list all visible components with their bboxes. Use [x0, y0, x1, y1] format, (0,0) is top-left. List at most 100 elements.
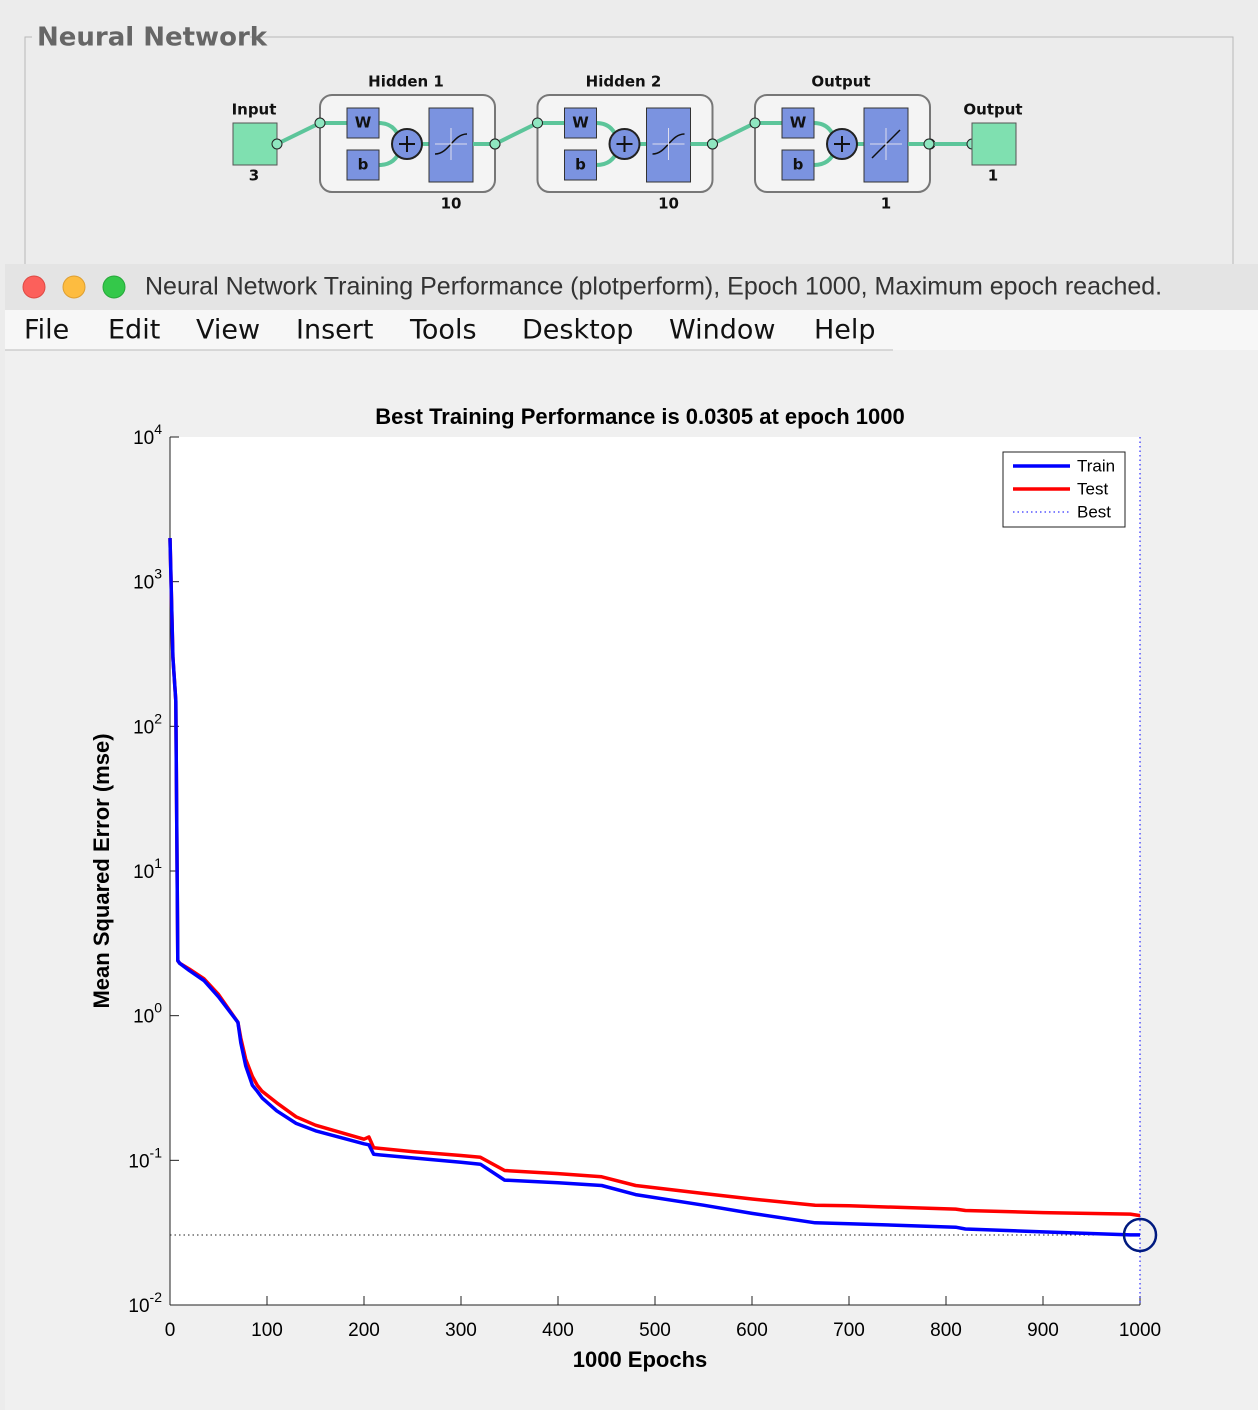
layer-size: 1 — [881, 195, 891, 213]
node-dot — [532, 117, 543, 129]
x-tick-label: 700 — [833, 1320, 865, 1341]
tick-base: 10 — [133, 428, 154, 449]
plus-sign — [834, 136, 850, 152]
connector — [711, 121, 756, 146]
weight-label: W — [572, 114, 589, 132]
connector — [276, 121, 321, 146]
x-tick-label: 200 — [348, 1320, 380, 1341]
output-box — [971, 122, 1017, 166]
y-tick-label: 104 — [133, 421, 162, 449]
node-dot — [271, 138, 283, 150]
weight-box — [564, 107, 597, 139]
input-size: 3 — [249, 167, 259, 185]
menu-item[interactable]: Window — [669, 315, 775, 346]
layer-label: Output — [811, 73, 870, 91]
tick-base: 10 — [133, 1007, 154, 1028]
tick-base: 10 — [128, 1151, 149, 1172]
transfer-axes — [870, 128, 902, 160]
bias-label: b — [358, 156, 369, 174]
x-tick-label: 400 — [542, 1320, 574, 1341]
menu-bar — [5, 310, 1258, 350]
y-tick-label: 101 — [133, 855, 162, 883]
tick-exponent: 4 — [154, 421, 162, 437]
zoom-button[interactable] — [102, 275, 126, 299]
tick-base: 10 — [133, 573, 154, 594]
legend-label: Best — [1077, 502, 1111, 521]
output-label: Output — [963, 101, 1022, 119]
tick-exponent: 3 — [154, 565, 162, 581]
weight-box — [346, 107, 380, 139]
panel-title: Neural Network — [37, 23, 268, 53]
bias-label: b — [575, 156, 586, 174]
x-tick-label: 900 — [1027, 1320, 1059, 1341]
bias-box — [781, 149, 815, 181]
bias-box — [346, 149, 380, 181]
x-tick-label: 1000 — [1119, 1320, 1161, 1341]
series-line — [168, 538, 1140, 1237]
tick-base: 10 — [133, 717, 154, 738]
x-tick-label: 800 — [930, 1320, 962, 1341]
chart: Best Training Performance is 0.0305 at e… — [89, 404, 1161, 1372]
x-tick-label: 500 — [639, 1320, 671, 1341]
weight-label: W — [790, 114, 807, 132]
minimize-button[interactable] — [62, 275, 86, 299]
tick-exponent: 2 — [154, 710, 162, 726]
layer-size: 10 — [441, 195, 462, 213]
title-bar — [5, 264, 1258, 310]
y-tick-label: 10-1 — [128, 1144, 162, 1172]
panel-title-bg — [32, 24, 250, 50]
plus-sign — [616, 136, 633, 152]
node-dot — [749, 117, 761, 129]
legend-label: Train — [1077, 456, 1115, 475]
menu: File Edit View Insert Tools Desktop Window Help — [24, 315, 876, 346]
window-title: Neural Network Training Performance (plo… — [145, 273, 1162, 301]
node-dot — [314, 117, 326, 129]
connector — [494, 121, 539, 146]
tick-exponent: -1 — [150, 1144, 163, 1160]
x-tick-label: 300 — [445, 1320, 477, 1341]
x-tick-label: 100 — [251, 1320, 283, 1341]
input-box — [232, 122, 278, 166]
bias-label: b — [793, 156, 804, 174]
chart-title: Best Training Performance is 0.0305 at e… — [375, 404, 904, 429]
y-tick-label: 103 — [133, 565, 162, 593]
best-marker — [1122, 1217, 1158, 1253]
transfer-axes — [652, 128, 685, 160]
tick-exponent: -2 — [150, 1289, 163, 1305]
network-diagram: Input 3 Hidden 1 Wb 10 Hidden 2 Wb 10 Output Wb 1 O… — [232, 73, 1023, 213]
input-label: Input — [232, 101, 277, 119]
tick-exponent: 1 — [154, 855, 162, 871]
layer-size: 10 — [658, 195, 679, 213]
y-tick-label: 100 — [133, 999, 162, 1027]
menu-item[interactable]: File — [24, 315, 69, 346]
activation-box — [863, 107, 909, 183]
x-axis-label: 1000 Epochs — [573, 1347, 708, 1372]
menu-item[interactable]: Edit — [108, 315, 160, 346]
weight-label: W — [355, 114, 372, 132]
menu-item[interactable]: Insert — [296, 315, 373, 346]
close-button[interactable] — [22, 275, 46, 299]
tick-base: 10 — [133, 862, 154, 883]
x-tick-label: 0 — [165, 1320, 176, 1341]
layer-label: Hidden 1 — [368, 73, 444, 91]
menu-item[interactable]: Tools — [409, 315, 477, 346]
node-dot — [489, 138, 501, 150]
tick-base: 10 — [128, 1296, 149, 1317]
node-dot — [707, 138, 718, 150]
menu-item[interactable]: Desktop — [522, 315, 633, 346]
y-tick-label: 10-2 — [128, 1289, 162, 1317]
menu-item[interactable]: Help — [814, 315, 876, 346]
x-tick-label: 600 — [736, 1320, 768, 1341]
transfer-axes — [435, 128, 467, 160]
node-dot — [923, 138, 935, 150]
plus-sign — [399, 136, 415, 152]
bias-box — [564, 149, 597, 181]
layer-label: Hidden 2 — [586, 73, 662, 91]
tick-exponent: 0 — [154, 999, 162, 1015]
menu-item[interactable]: View — [196, 315, 260, 346]
y-tick-label: 102 — [133, 710, 162, 738]
plot-area — [170, 437, 1140, 1305]
legend-label: Test — [1077, 479, 1108, 498]
output-size: 1 — [988, 167, 998, 185]
